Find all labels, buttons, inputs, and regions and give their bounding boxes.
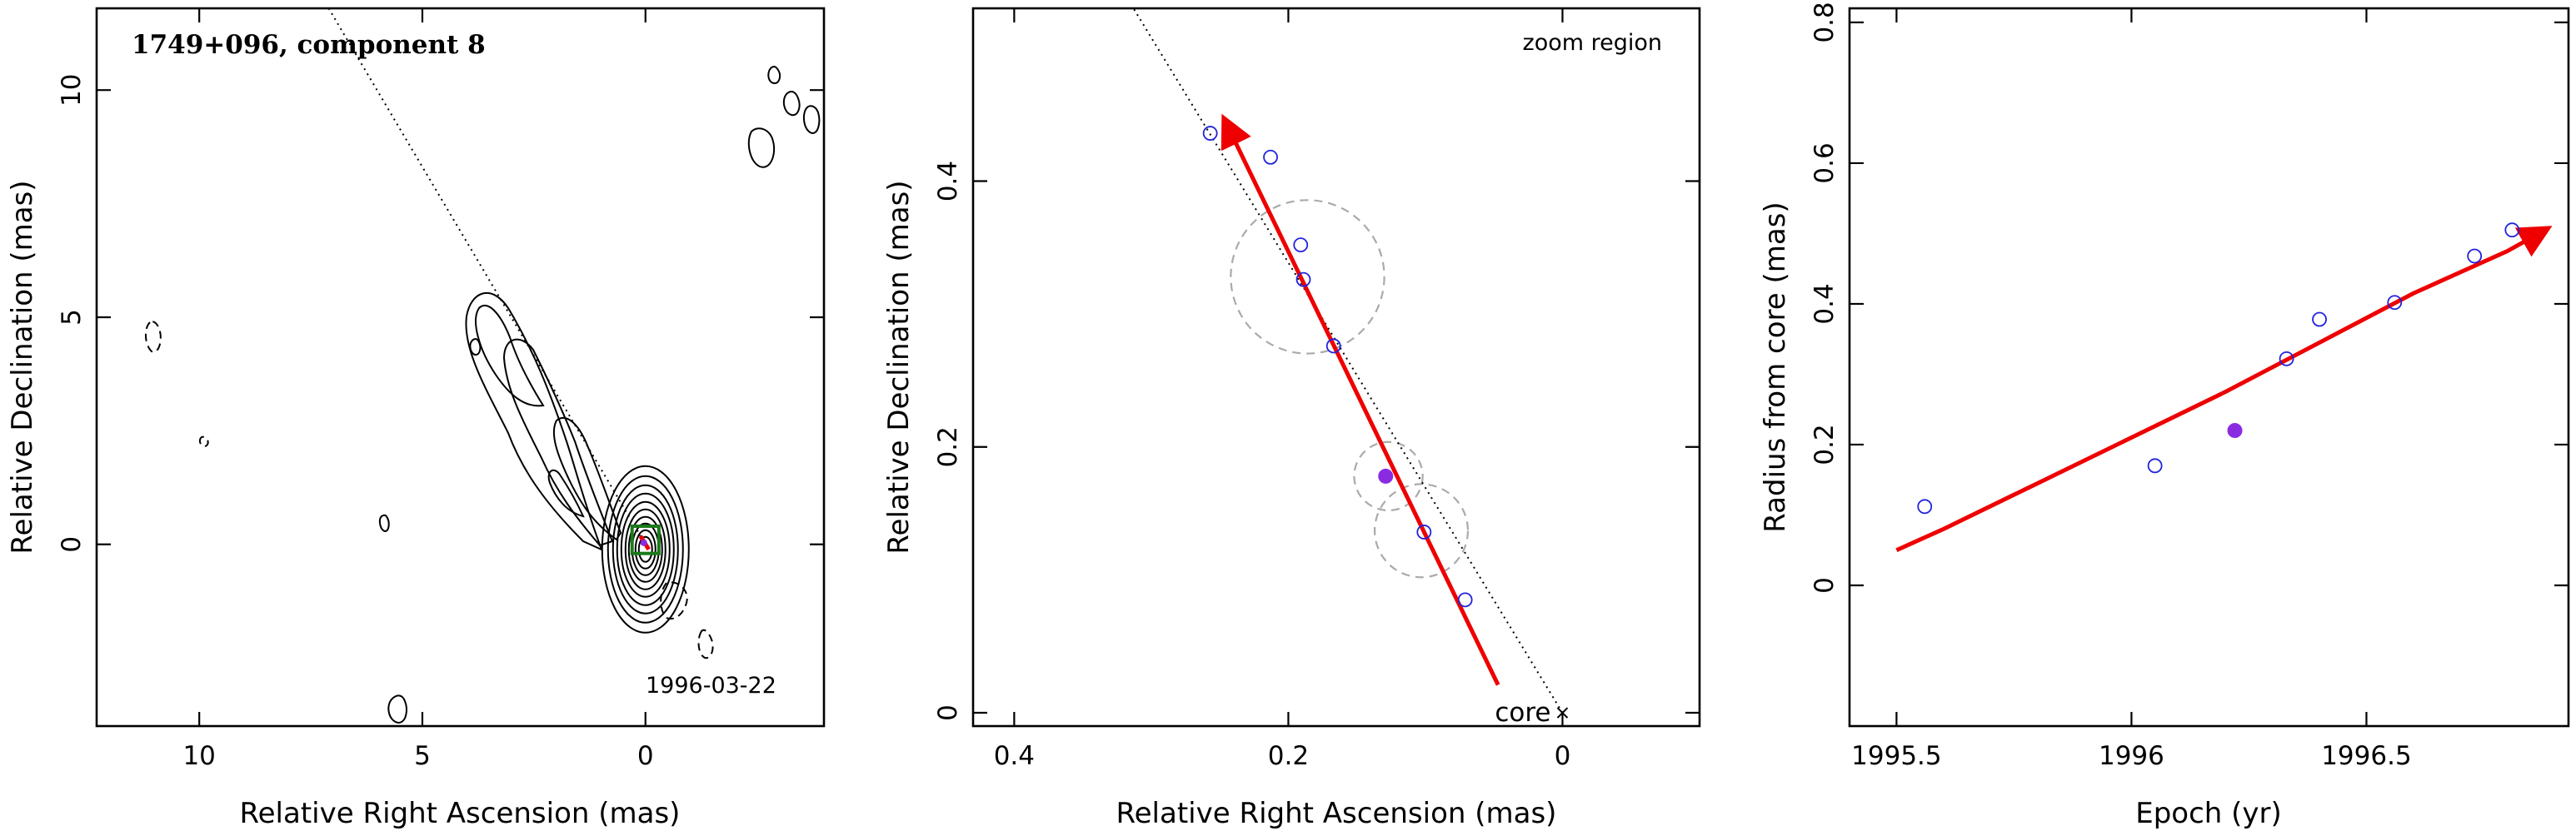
- radius-point: [2147, 458, 2163, 474]
- radius-point: [2312, 311, 2327, 327]
- jet-axis-line: [327, 7, 646, 545]
- panel3-xtick-label: 1995.5: [1851, 741, 1941, 771]
- negative-contour: [145, 321, 162, 353]
- core-contour: [634, 529, 656, 570]
- panel2-xtick-label: 0.2: [1268, 741, 1309, 771]
- zoom-panel: 0.4 0.2 0 0 0.2 0.4 core zoom region Relative…: [882, 7, 1701, 830]
- position-point: [1202, 126, 1218, 141]
- radius-point: [2387, 295, 2403, 311]
- panel3-axes: 1995.5 1996 1996.5 0 0.2 0.4 0.6 0.8: [1810, 2, 2569, 771]
- position-point: [1457, 592, 1473, 608]
- isolated-contour: [767, 65, 781, 85]
- panel1-marks: [327, 7, 661, 555]
- core-contour: [637, 535, 653, 563]
- panel3-ytick-label: 0.2: [1810, 424, 1840, 465]
- panel1-ytick-label: 10: [57, 73, 87, 106]
- panel1-frame: [95, 7, 826, 728]
- panel3-ytick-label: 0.4: [1810, 283, 1840, 324]
- epoch-label: 1996-03-22: [646, 673, 776, 699]
- core-contour: [616, 492, 675, 606]
- core-contour: [601, 465, 690, 634]
- radius-point: [1917, 499, 1933, 515]
- component-marker: [640, 539, 647, 546]
- panel3-xtick-label: 1996.5: [2321, 741, 2411, 771]
- jet-axis-line: [1132, 7, 1564, 714]
- isolated-contour: [387, 694, 407, 724]
- panel2-frame: [971, 7, 1701, 728]
- panel3-frame: [1848, 7, 2570, 728]
- isolated-contour: [782, 91, 801, 117]
- core-contour: [607, 475, 684, 624]
- panel3-ylabel: Radius from core (mas): [1759, 202, 1792, 532]
- panel3-ytick-label: 0: [1810, 577, 1840, 594]
- radius-point: [2279, 351, 2294, 366]
- panel2-xtick-label: 0: [1555, 741, 1571, 771]
- negative-contour: [697, 629, 714, 659]
- panel2-xtick-label: 0.4: [994, 741, 1035, 771]
- panel3-ytick-label: 0.8: [1810, 2, 1840, 42]
- isolated-contour: [802, 105, 821, 135]
- panel2-ylabel: Relative Declination (mas): [882, 180, 916, 554]
- fit-curve: [1895, 226, 2553, 553]
- core-marker: [1556, 707, 1569, 719]
- panel2-ytick-label: 0.4: [933, 161, 963, 202]
- panel1-ylabel: Relative Declination (mas): [6, 180, 39, 554]
- current-epoch-point: [1378, 468, 1394, 484]
- motion-vector: [1221, 113, 1500, 686]
- core-label: core: [1495, 698, 1550, 728]
- panel2-xlabel: Relative Right Ascension (mas): [1116, 797, 1557, 830]
- jet-contour: [547, 469, 585, 518]
- jet-contour: [552, 416, 622, 541]
- panel3-marks: [1895, 222, 2553, 553]
- panel1-ytick-label: 0: [57, 536, 87, 553]
- isolated-contour: [378, 514, 390, 533]
- zoom-box: [630, 524, 661, 555]
- panel2-axes: 0.4 0.2 0 0 0.2 0.4: [933, 8, 1700, 771]
- current-epoch-point: [2227, 423, 2243, 439]
- radius-epoch-panel: 1995.5 1996 1996.5 0 0.2 0.4 0.6 0.8 Epoch (yr)…: [1759, 2, 2570, 830]
- panel1-title: 1749+096, component 8: [132, 30, 486, 60]
- position-point: [1325, 338, 1341, 354]
- jet-contour: [502, 338, 614, 547]
- negative-contour: [660, 581, 688, 620]
- core-contour: [620, 500, 671, 598]
- panel1-xtick-label: 5: [414, 741, 431, 771]
- radius-point: [2504, 222, 2520, 238]
- core-contour: [624, 508, 666, 590]
- position-point: [1416, 525, 1432, 540]
- radius-point: [2467, 248, 2483, 264]
- uncertainty-circle: [1353, 440, 1424, 512]
- panel1-xlabel: Relative Right Ascension (mas): [240, 797, 681, 830]
- position-point: [1295, 271, 1311, 287]
- contour-map-panel: 10 5 0 0 5 10 1749+096, component 8 1996-03-2…: [6, 7, 826, 830]
- panel3-xtick-label: 1996: [2099, 741, 2164, 771]
- panel1-axes: 10 5 0 0 5 10: [57, 8, 824, 771]
- position-point: [1293, 237, 1309, 253]
- core-contour: [627, 515, 663, 583]
- position-point: [1263, 149, 1278, 165]
- isolated-contour: [747, 127, 776, 168]
- uncertainty-circle: [1373, 483, 1470, 579]
- panel2-ytick-label: 0.2: [933, 426, 963, 467]
- panel1-ytick-label: 5: [57, 309, 87, 326]
- panel1-xtick-label: 0: [637, 741, 654, 771]
- panel3-ytick-label: 0.6: [1810, 142, 1840, 183]
- contour-set: [145, 65, 821, 724]
- panel2-ytick-label: 0: [933, 704, 963, 721]
- panel1-xtick-label: 10: [182, 741, 215, 771]
- panel2-marks: core: [1132, 7, 1569, 728]
- jet-contour: [465, 291, 603, 551]
- zoom-region-label: zoom region: [1523, 30, 1662, 56]
- jet-contour: [475, 304, 545, 407]
- negative-contour: [198, 435, 209, 448]
- isolated-contour: [469, 338, 482, 356]
- panel3-xlabel: Epoch (yr): [2135, 797, 2282, 830]
- core-contour: [612, 484, 679, 615]
- uncertainty-circle: [1230, 199, 1385, 355]
